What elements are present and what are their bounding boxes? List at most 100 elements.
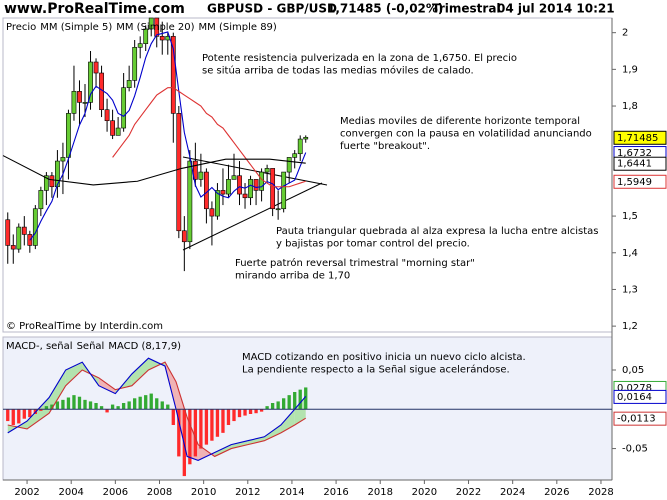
value-label: 0,0164 (617, 392, 652, 403)
bar (17, 409, 21, 424)
bar (127, 401, 131, 410)
line (29, 31, 307, 241)
y-tick-label: 1,9 (622, 64, 638, 75)
bar (44, 406, 49, 410)
annotation: y bajistas por tomar control del precio. (276, 239, 470, 250)
candle-body (187, 160, 193, 243)
candle-body (49, 175, 55, 188)
candle-body (215, 190, 220, 217)
bar (110, 404, 115, 410)
candle-body (281, 171, 287, 210)
bar (204, 409, 209, 445)
bar (121, 403, 126, 410)
band-fill (280, 409, 295, 433)
candle-body (143, 28, 149, 44)
trendline (182, 182, 323, 251)
x-tick-label: 2024 (500, 487, 525, 498)
value-label: 1,6732 (617, 148, 652, 159)
bar (193, 409, 198, 457)
annotation: MACD cotizando en positivo inicia un nue… (242, 352, 526, 363)
bar (66, 397, 71, 410)
x-tick-label: 2016 (323, 487, 348, 498)
band-fill (231, 440, 248, 449)
panel-content (6, 357, 308, 477)
legend-entry: Señal (77, 341, 105, 352)
period: Trimestral (432, 2, 501, 16)
x-tick-label: 2006 (103, 487, 128, 498)
y-tick-label: -0,05 (622, 444, 648, 455)
site: www.ProRealTime.com (4, 1, 185, 17)
value-label: 1,6441 (617, 159, 652, 170)
candle-body (181, 230, 187, 243)
annotation: mirando arriba de 1,70 (235, 271, 350, 282)
band-fill (148, 358, 166, 370)
band-fill (131, 358, 149, 386)
line (2, 155, 306, 186)
candle-body (93, 61, 99, 74)
candle-body (77, 91, 82, 103)
y-tick-label: 1,5 (622, 211, 638, 222)
annotation: fuerte "breakout". (340, 141, 430, 152)
candle-body (110, 120, 115, 136)
band-fill (49, 370, 66, 414)
band-fill (65, 362, 83, 386)
bar (232, 409, 236, 422)
x-tick-label: 2002 (14, 487, 39, 498)
candle-body (159, 36, 165, 41)
candle-body (204, 171, 209, 210)
band-fill (98, 377, 116, 394)
bar (22, 409, 26, 419)
candle-body (88, 61, 93, 103)
candle-body (297, 138, 303, 155)
legend-entry: MACD-, señal (6, 341, 73, 352)
bar (276, 401, 280, 410)
y-tick-label: 1,4 (622, 248, 638, 259)
candle-body (209, 208, 215, 217)
bar (155, 398, 159, 410)
bar (237, 409, 242, 418)
candle-body (121, 87, 127, 129)
candle-body (248, 179, 253, 199)
candle-body (10, 245, 16, 250)
bar (293, 392, 297, 410)
quote: 1,71485 (-0,02%) (327, 2, 443, 16)
band-fill (294, 396, 306, 425)
candle-body (115, 127, 121, 136)
bar (215, 409, 220, 437)
candle-body (16, 226, 22, 250)
value-label: 1,5949 (617, 177, 652, 188)
candle-body (21, 226, 27, 235)
bar (6, 409, 10, 422)
bar (61, 399, 65, 410)
candle-body (303, 136, 309, 140)
panel-content (2, 17, 309, 272)
footnote: © ProRealTime by Interdin.com (6, 321, 163, 332)
bar (298, 389, 302, 410)
bar (144, 395, 148, 410)
candle-body (32, 208, 38, 246)
symbol: GBPUSD - GBP/USD (207, 2, 337, 16)
candle-body (242, 193, 248, 199)
candle-body (137, 43, 143, 48)
annotation: Pauta triangular quebrada al alza expres… (276, 226, 599, 237)
line (7, 357, 307, 461)
y-tick-label: 0,05 (622, 365, 644, 376)
macd-panel (2, 336, 613, 481)
candle-body (66, 113, 71, 158)
value-label-box (613, 156, 667, 171)
bar (259, 409, 264, 412)
candle-body (38, 190, 44, 210)
value-label-box (613, 411, 667, 426)
candle-body (237, 175, 242, 195)
y-tick-label: 1,3 (622, 284, 638, 295)
bar (105, 409, 109, 413)
bar (116, 406, 120, 410)
bar (50, 404, 54, 410)
bar (243, 409, 247, 416)
legend-entry: MM (Simple 20) (116, 22, 194, 33)
bar (188, 409, 192, 465)
candle-body (198, 171, 204, 180)
x-tick-label: 2026 (544, 487, 569, 498)
bar (210, 409, 214, 441)
value-label: 0,0278 (617, 383, 652, 394)
